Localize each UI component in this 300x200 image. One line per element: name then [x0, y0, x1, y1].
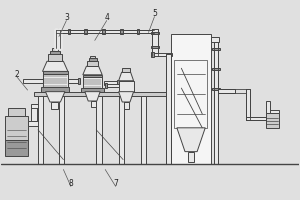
Bar — [105, 83, 107, 88]
Bar — [83, 77, 102, 88]
Bar — [104, 81, 119, 85]
Bar — [152, 32, 159, 34]
Polygon shape — [83, 66, 102, 75]
Bar — [41, 87, 69, 92]
Bar — [68, 79, 80, 83]
Bar — [122, 68, 130, 72]
Bar — [52, 48, 58, 51]
Bar — [118, 96, 124, 164]
Bar — [266, 101, 270, 113]
Bar — [246, 89, 250, 120]
Bar — [96, 96, 102, 164]
Text: 8: 8 — [68, 179, 73, 188]
Bar — [31, 104, 41, 108]
Text: 4: 4 — [104, 13, 109, 22]
Bar — [118, 81, 134, 92]
Bar — [5, 116, 28, 140]
Bar — [120, 29, 122, 34]
Polygon shape — [46, 92, 65, 102]
Bar — [107, 84, 118, 87]
Bar — [90, 56, 95, 58]
Bar — [52, 102, 58, 109]
Bar — [152, 46, 159, 48]
Bar — [214, 42, 218, 164]
Bar — [188, 152, 194, 162]
Polygon shape — [177, 128, 205, 152]
Bar — [68, 29, 70, 34]
Bar — [43, 74, 68, 87]
Bar — [56, 30, 154, 33]
Bar — [87, 61, 98, 66]
Bar — [84, 29, 87, 34]
Bar — [246, 117, 266, 120]
Polygon shape — [118, 92, 134, 102]
Bar — [141, 96, 146, 164]
Polygon shape — [118, 72, 134, 81]
Bar — [152, 29, 158, 56]
Bar — [152, 53, 172, 56]
Bar — [266, 113, 279, 128]
Bar — [83, 75, 102, 77]
Bar — [81, 88, 104, 92]
Bar — [212, 68, 220, 70]
Bar — [212, 88, 220, 90]
Text: 5: 5 — [152, 9, 157, 18]
Text: 3: 3 — [64, 13, 69, 22]
Bar — [49, 54, 62, 61]
Bar — [166, 54, 171, 164]
Polygon shape — [43, 61, 68, 71]
Bar — [89, 58, 97, 61]
Bar — [31, 107, 37, 121]
Bar — [38, 96, 44, 164]
Bar — [124, 102, 128, 109]
Text: 2: 2 — [15, 70, 20, 79]
Bar — [171, 34, 211, 164]
Bar — [23, 79, 43, 83]
Bar — [78, 78, 80, 84]
Bar — [212, 48, 220, 50]
Bar — [117, 80, 118, 86]
Bar — [152, 52, 154, 57]
Bar — [50, 51, 60, 54]
Text: 7: 7 — [113, 179, 118, 188]
Bar — [211, 37, 219, 42]
Bar — [8, 108, 25, 116]
Bar — [59, 96, 64, 164]
Bar — [266, 110, 279, 113]
Bar — [218, 89, 235, 93]
Bar — [5, 140, 28, 156]
Bar — [55, 30, 61, 34]
Bar — [102, 29, 105, 34]
Bar — [34, 92, 171, 96]
Bar — [136, 29, 139, 34]
Bar — [175, 60, 207, 128]
Bar — [43, 71, 68, 74]
Bar — [91, 101, 96, 107]
Polygon shape — [85, 92, 100, 101]
Bar — [28, 121, 40, 126]
